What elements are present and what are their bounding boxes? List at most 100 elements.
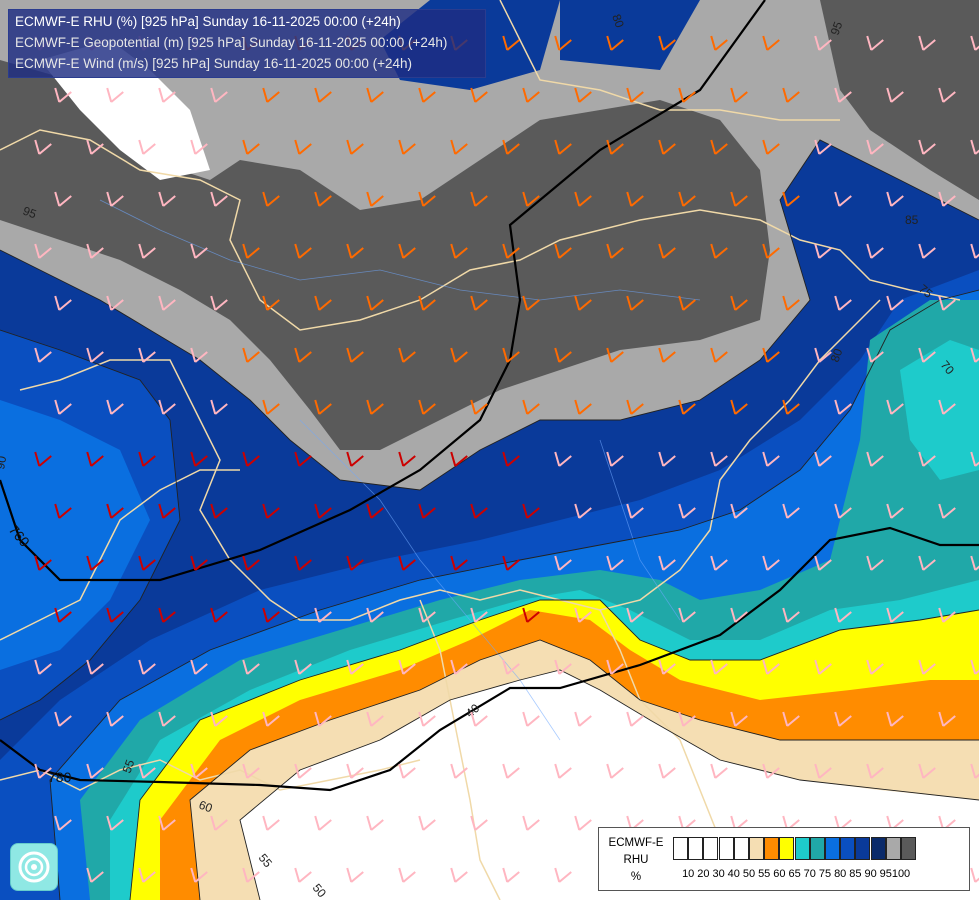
contour-label-geo-780: 780	[48, 769, 72, 785]
wind-barb	[938, 87, 956, 103]
legend-tick-label: 80	[834, 868, 847, 880]
wind-barb	[782, 295, 800, 311]
wind-barb	[730, 295, 748, 311]
wind-barb	[138, 763, 156, 779]
wind-barb	[450, 139, 468, 155]
wind-barb	[502, 659, 520, 675]
wind-barb	[398, 347, 416, 363]
wind-barb	[710, 659, 728, 675]
wind-barb	[398, 139, 416, 155]
wind-barb	[970, 659, 979, 675]
wind-barb	[470, 503, 488, 519]
rhu-80-band-west	[0, 400, 150, 670]
wind-barb	[918, 451, 936, 467]
wind-barb	[86, 659, 104, 675]
wind-barb	[34, 347, 52, 363]
legend-tick-label: 55	[758, 868, 771, 880]
legend-tick-label: 90	[864, 868, 877, 880]
wind-barb	[814, 659, 832, 675]
wind-barb	[522, 815, 540, 831]
wind-barb	[366, 503, 384, 519]
wind-barb	[138, 243, 156, 259]
wind-barb	[314, 295, 332, 311]
geopotential-contours	[0, 0, 979, 792]
wind-barb	[762, 139, 780, 155]
wind-barb	[86, 555, 104, 571]
wind-barb	[814, 243, 832, 259]
wind-barb	[574, 503, 592, 519]
wind-barb	[710, 35, 728, 51]
wind-barb	[658, 347, 676, 363]
wind-barb	[938, 191, 956, 207]
wind-barb	[762, 763, 780, 779]
wind-barb	[346, 347, 364, 363]
wind-barb	[294, 243, 312, 259]
wind-barb	[606, 555, 624, 571]
wind-barb	[314, 607, 332, 623]
wind-barb	[834, 711, 852, 727]
wind-barb	[782, 191, 800, 207]
wind-barb	[54, 87, 72, 103]
wind-barb	[762, 451, 780, 467]
wind-barb	[762, 243, 780, 259]
wind-barb	[658, 139, 676, 155]
wind-barb	[762, 347, 780, 363]
wind-barb	[54, 191, 72, 207]
wind-barb	[242, 451, 260, 467]
wind-barb	[210, 711, 228, 727]
wind-barb	[366, 607, 384, 623]
wind-barb	[938, 503, 956, 519]
wind-barb	[106, 711, 124, 727]
wind-barb	[834, 87, 852, 103]
wind-barb	[554, 867, 572, 883]
wind-barb	[918, 35, 936, 51]
contour-label-rhu-90: 90	[0, 455, 9, 471]
ecmwf-logo-icon	[10, 843, 58, 891]
wind-barb	[522, 711, 540, 727]
legend-swatch	[703, 837, 719, 860]
contour-label-rhu-80: 80	[828, 346, 846, 364]
wind-barb	[710, 555, 728, 571]
wind-barb	[262, 815, 280, 831]
wind-barb	[314, 503, 332, 519]
wind-barb	[522, 87, 540, 103]
legend-title-model: ECMWF-E	[608, 837, 664, 849]
wind-barb	[814, 763, 832, 779]
wind-barb	[782, 503, 800, 519]
wind-barb	[658, 555, 676, 571]
wind-barb	[470, 191, 488, 207]
wind-barb	[886, 191, 904, 207]
wind-barb	[762, 35, 780, 51]
wind-barb	[886, 295, 904, 311]
wind-barb	[606, 451, 624, 467]
wind-barb	[710, 451, 728, 467]
wind-barb	[814, 35, 832, 51]
wind-barb	[86, 763, 104, 779]
rhu-100-band	[0, 60, 770, 450]
wind-barb	[346, 659, 364, 675]
wind-barb	[398, 867, 416, 883]
wind-barb	[554, 35, 572, 51]
wind-barb	[262, 399, 280, 415]
wind-barb	[450, 867, 468, 883]
legend-tick-label: 65	[788, 868, 801, 880]
wind-barb	[678, 295, 696, 311]
wind-barb	[782, 399, 800, 415]
wind-barb	[814, 347, 832, 363]
wind-barb	[886, 711, 904, 727]
wind-barb	[158, 191, 176, 207]
wind-barb	[522, 399, 540, 415]
wind-barb	[554, 659, 572, 675]
wind-barb	[54, 399, 72, 415]
wind-barb	[834, 503, 852, 519]
wind-barb	[522, 503, 540, 519]
wind-barb	[866, 139, 884, 155]
wind-barb	[678, 191, 696, 207]
legend-tick-label: 60	[773, 868, 786, 880]
wind-barb	[242, 243, 260, 259]
legend-swatch	[840, 837, 856, 860]
wind-barb	[866, 35, 884, 51]
wind-barb	[554, 451, 572, 467]
wind-barb	[834, 607, 852, 623]
wind-barb	[606, 347, 624, 363]
